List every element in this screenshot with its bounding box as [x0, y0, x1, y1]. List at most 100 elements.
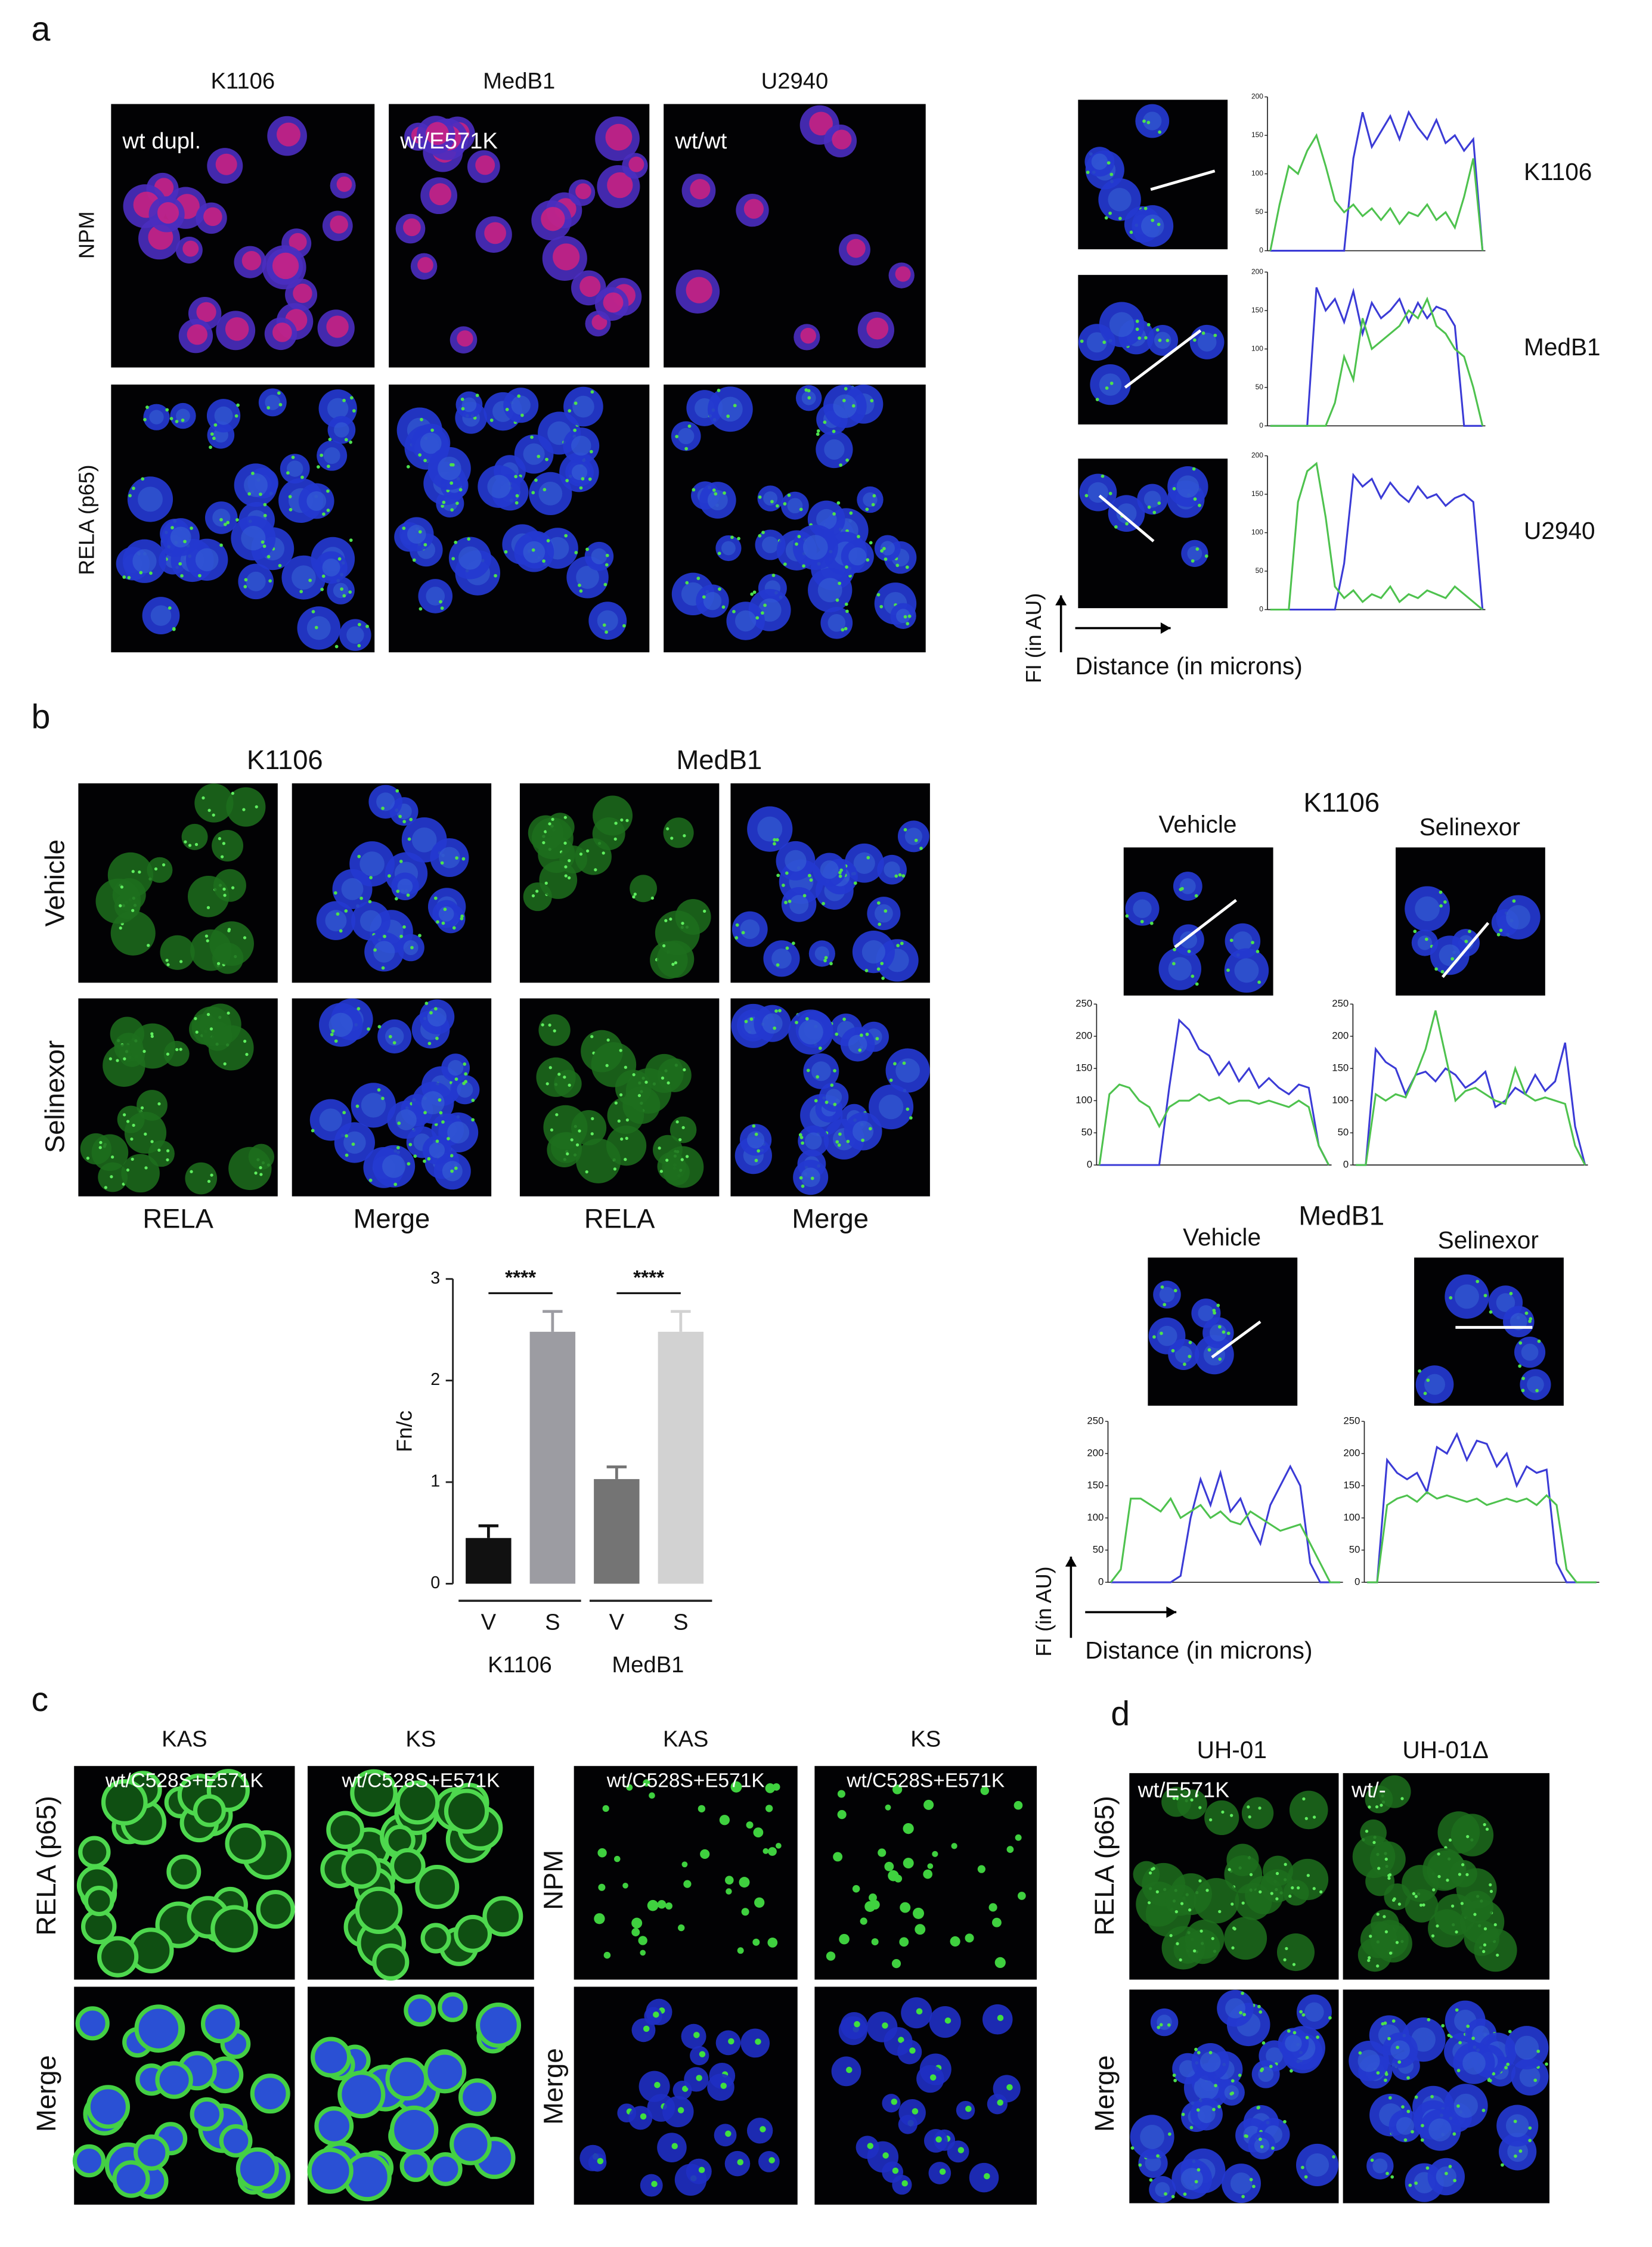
nucleolus: [895, 266, 911, 282]
spot: [807, 389, 811, 393]
micrograph: [1123, 847, 1273, 996]
spot: [633, 892, 637, 896]
spot: [1166, 339, 1170, 342]
x-tick-label: V: [609, 1609, 625, 1635]
cell-center: [1116, 503, 1137, 524]
cell: [639, 2071, 670, 2102]
cell-center: [895, 1058, 920, 1083]
spot: [799, 1176, 803, 1180]
spot: [1458, 1873, 1462, 1876]
spot: [381, 806, 385, 810]
nucleolus: [241, 251, 262, 271]
spot: [838, 1132, 842, 1136]
spot: [451, 557, 455, 560]
cell: [1374, 1924, 1412, 1963]
cell-center: [325, 910, 347, 932]
spot: [266, 554, 271, 559]
spot: [198, 574, 202, 578]
spot: [1187, 949, 1191, 953]
spot: [965, 1933, 974, 1943]
spot: [1194, 2047, 1198, 2051]
y-tick-label: 100: [1087, 1511, 1104, 1523]
spot: [997, 2099, 1003, 2106]
spot: [1211, 1937, 1214, 1941]
spot: [1231, 1902, 1234, 1906]
spot: [1465, 1873, 1469, 1877]
spot: [418, 453, 422, 457]
spot: [406, 465, 410, 469]
spot: [1489, 1889, 1493, 1893]
cell-center: [212, 509, 231, 527]
cell-center: [1108, 188, 1132, 212]
spot: [1147, 505, 1151, 509]
spot: [454, 1166, 458, 1170]
spot: [605, 563, 609, 567]
spot: [773, 842, 776, 846]
spot: [802, 894, 807, 898]
cell: [657, 2133, 687, 2162]
spot: [696, 2075, 702, 2081]
spot: [1432, 1888, 1436, 1892]
spot: [1262, 2041, 1266, 2045]
spot: [866, 558, 870, 562]
cell-center: [1258, 2066, 1274, 2082]
cell: [97, 1936, 139, 1978]
spot: [563, 1076, 566, 1079]
y-tick-label: 150: [1087, 1480, 1104, 1491]
spot: [166, 1052, 170, 1056]
spot: [1214, 2084, 1217, 2088]
spot: [406, 893, 410, 897]
cell-center: [820, 860, 839, 879]
spot: [1260, 2144, 1264, 2149]
cell: [389, 1848, 426, 1884]
column-label: UH-01: [1197, 1736, 1267, 1763]
spot: [424, 1002, 429, 1005]
spot: [1143, 206, 1148, 210]
cell-center: [801, 1167, 820, 1188]
spot: [1138, 336, 1142, 340]
spot: [1448, 2165, 1452, 2168]
spot: [1080, 339, 1084, 343]
spot: [1151, 218, 1155, 222]
spot: [744, 1019, 748, 1024]
spot: [809, 878, 813, 882]
spot: [851, 404, 856, 408]
y-tick-label: 100: [1343, 1511, 1360, 1523]
spot: [147, 944, 150, 947]
nucleolus: [203, 207, 222, 227]
spot: [1193, 497, 1197, 501]
spot: [408, 1142, 413, 1146]
cell-center: [523, 541, 545, 563]
spot: [243, 585, 247, 588]
row-label: NPM: [538, 1850, 569, 1910]
cell-center: [407, 525, 426, 544]
spot: [563, 841, 567, 845]
spot: [545, 457, 548, 461]
spot: [381, 1096, 385, 1101]
cell-center: [306, 616, 331, 640]
genotype-label: wt/-: [1351, 1778, 1386, 1802]
spot: [1179, 1958, 1182, 1962]
spot: [1183, 1362, 1186, 1366]
spot: [420, 417, 423, 421]
axis-label: Distance (in microns): [1075, 652, 1303, 680]
spot: [441, 921, 445, 925]
spot: [605, 630, 608, 634]
spot: [667, 1081, 670, 1085]
spot: [393, 1182, 398, 1186]
nucleolus: [603, 292, 624, 313]
spot: [505, 408, 509, 411]
cell-center: [395, 1109, 417, 1130]
spot: [1158, 338, 1162, 342]
spot: [418, 530, 422, 534]
spot: [590, 1035, 594, 1039]
cell-center: [241, 526, 266, 551]
spot: [1375, 1805, 1379, 1809]
spot: [395, 789, 399, 793]
cell: [1204, 1800, 1239, 1836]
spot: [785, 871, 789, 875]
spot: [693, 2032, 700, 2038]
spot: [903, 827, 907, 832]
spot: [1142, 119, 1146, 123]
spot: [858, 1048, 862, 1052]
